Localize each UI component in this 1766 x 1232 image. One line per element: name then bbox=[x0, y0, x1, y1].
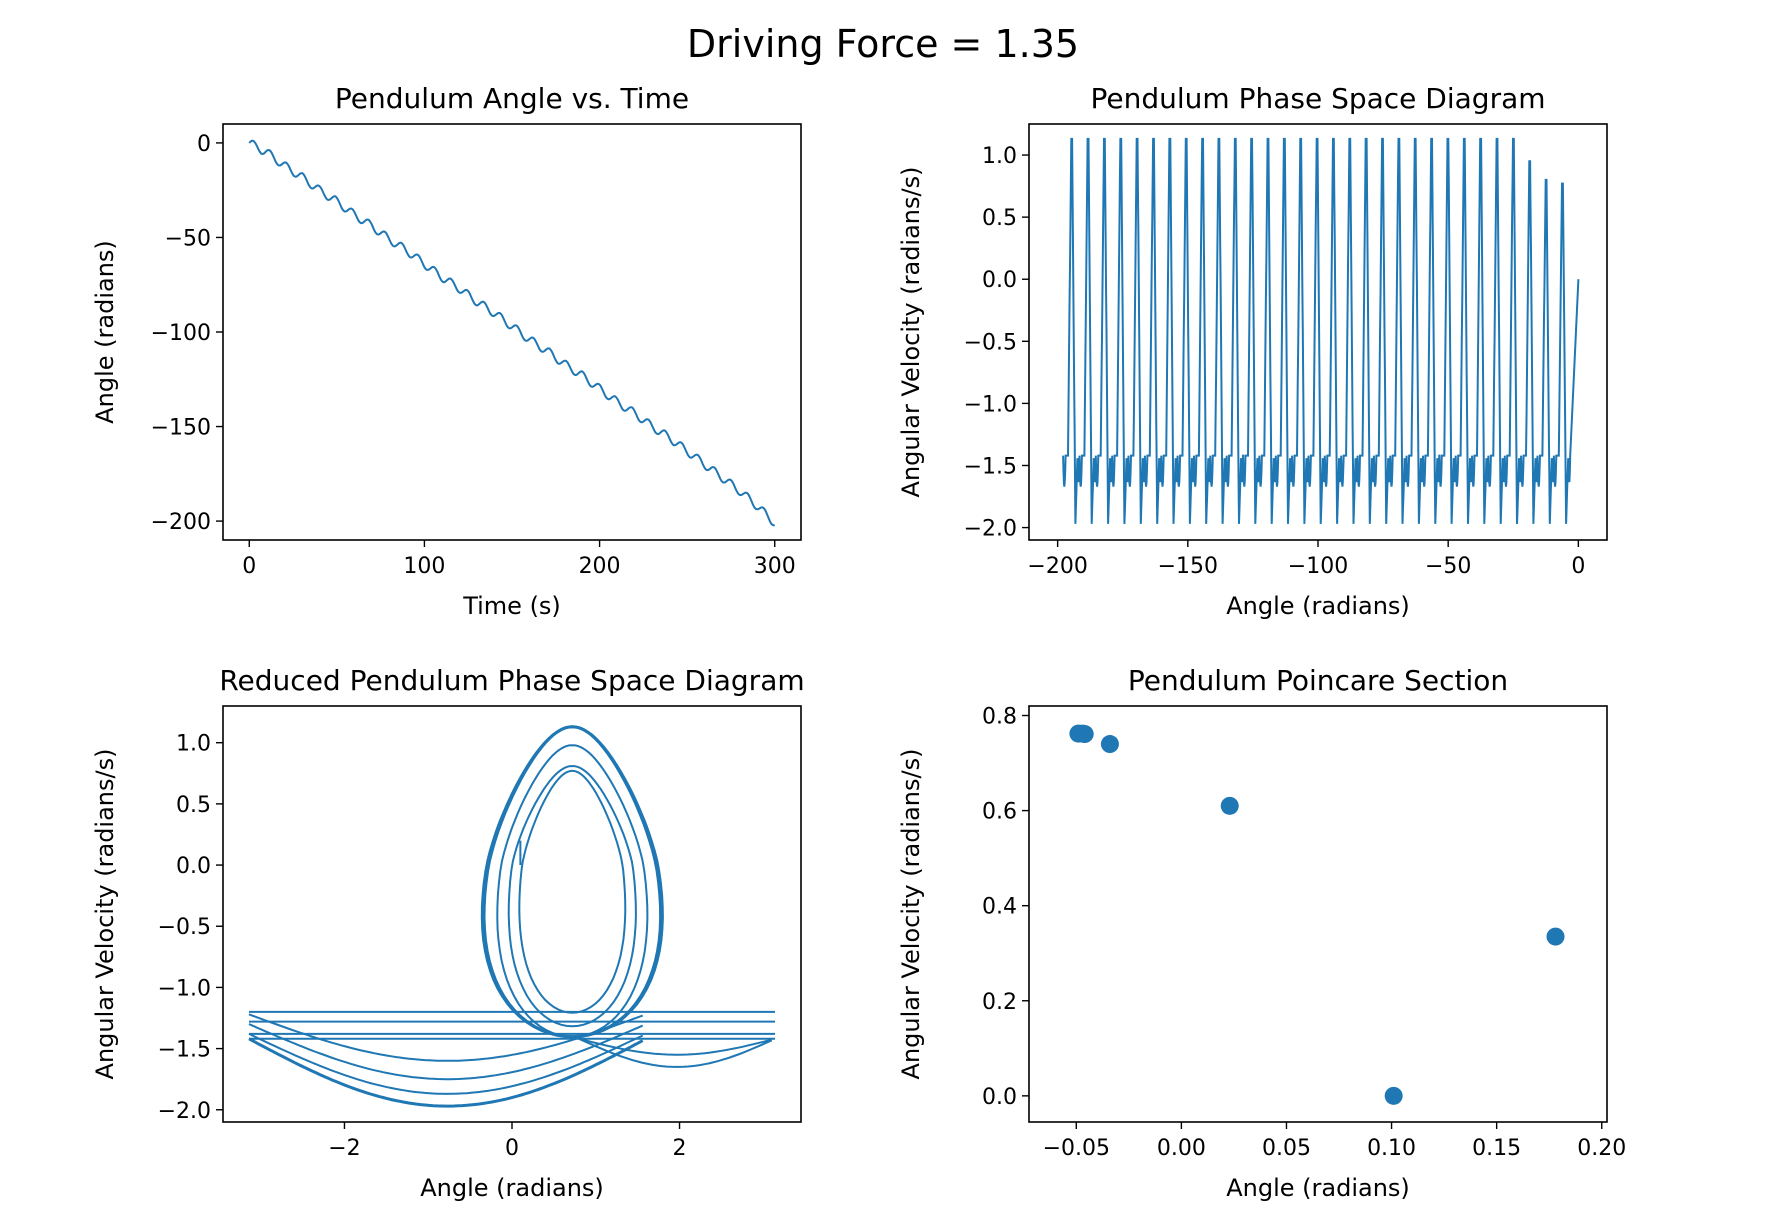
subplot-reduced_phase: Reduced Pendulum Phase Space Diagram −2 0 2… bbox=[91, 664, 805, 1202]
y-tick-label: 0.5 bbox=[176, 793, 211, 818]
y-tick-label: 0 bbox=[197, 132, 211, 157]
y-tick-label: −0.5 bbox=[964, 330, 1017, 355]
poincare-point bbox=[1220, 796, 1239, 815]
series-loop bbox=[507, 765, 637, 1028]
y-tick-label: −150 bbox=[151, 416, 211, 441]
x-tick-label: 0.05 bbox=[1262, 1136, 1311, 1161]
x-axis-label: Angle (radians) bbox=[1226, 592, 1410, 620]
x-axis-label: Angle (radians) bbox=[1226, 1174, 1410, 1202]
y-tick-label: 0.8 bbox=[982, 705, 1017, 730]
x-tick-label: 0 bbox=[505, 1136, 519, 1161]
subplot-title: Pendulum Angle vs. Time bbox=[335, 82, 689, 115]
y-tick-label: 0.0 bbox=[176, 854, 211, 879]
subplot-title: Pendulum Poincare Section bbox=[1128, 664, 1508, 697]
subplot-title: Reduced Pendulum Phase Space Diagram bbox=[219, 664, 804, 697]
subplot-title: Pendulum Phase Space Diagram bbox=[1090, 82, 1545, 115]
y-tick-label: −50 bbox=[165, 226, 211, 251]
figure-suptitle: Driving Force = 1.35 bbox=[687, 22, 1079, 66]
subplot-phase_space: Pendulum Phase Space Diagram −200 −150 −100… bbox=[897, 82, 1608, 620]
series-trough bbox=[578, 1037, 772, 1056]
x-tick-label: −2 bbox=[328, 1136, 360, 1161]
y-tick-label: 0.4 bbox=[982, 895, 1017, 920]
x-tick-label: 0.10 bbox=[1367, 1136, 1416, 1161]
y-tick-label: 0.6 bbox=[982, 800, 1017, 825]
y-tick-label: −0.5 bbox=[158, 915, 211, 940]
series-sweep bbox=[248, 1037, 644, 1108]
poincare-point bbox=[1100, 735, 1119, 754]
x-axis-label: Angle (radians) bbox=[420, 1174, 604, 1202]
y-tick-label: 1.0 bbox=[982, 144, 1017, 169]
series-loop bbox=[480, 725, 664, 1039]
y-axis-label: Angular Velocity (radians/s) bbox=[897, 167, 925, 498]
x-tick-label: 0.20 bbox=[1577, 1136, 1626, 1161]
plot-area bbox=[1069, 724, 1565, 1105]
y-tick-label: 0.5 bbox=[982, 206, 1017, 231]
x-tick-label: −100 bbox=[1288, 554, 1348, 579]
plot-area bbox=[248, 139, 775, 527]
y-tick-label: 1.0 bbox=[176, 732, 211, 757]
y-tick-label: −2.0 bbox=[964, 517, 1017, 542]
series-trough bbox=[578, 1037, 773, 1068]
y-axis-label: Angle (radians) bbox=[91, 240, 119, 424]
y-tick-label: −200 bbox=[151, 510, 211, 535]
x-tick-label: 0 bbox=[242, 554, 256, 579]
y-tick-label: −1.0 bbox=[158, 976, 211, 1001]
series-sweep bbox=[248, 1023, 644, 1081]
x-tick-label: 0.15 bbox=[1472, 1136, 1521, 1161]
y-tick-label: −2.0 bbox=[158, 1099, 211, 1124]
x-tick-label: −150 bbox=[1158, 554, 1218, 579]
x-tick-label: −200 bbox=[1027, 554, 1087, 579]
x-tick-label: 0.00 bbox=[1157, 1136, 1206, 1161]
y-tick-label: −100 bbox=[151, 321, 211, 346]
x-tick-label: 100 bbox=[403, 554, 445, 579]
y-axis-label: Angular Velocity (radians/s) bbox=[897, 749, 925, 1080]
subplot-poincare: Pendulum Poincare Section −0.05 0.00 0.05 0.… bbox=[897, 664, 1626, 1202]
poincare-point bbox=[1075, 725, 1094, 744]
plot-area bbox=[248, 725, 776, 1108]
series-line-phase bbox=[1062, 137, 1580, 524]
poincare-point bbox=[1546, 927, 1565, 946]
subplot-angle_time: Pendulum Angle vs. Time 0 100 200 300 0 −50 −10… bbox=[91, 82, 802, 620]
plot-area bbox=[1062, 137, 1580, 524]
series-line-angle bbox=[248, 139, 775, 527]
x-tick-label: 300 bbox=[754, 554, 796, 579]
y-tick-label: −1.0 bbox=[964, 392, 1017, 417]
series-sweep bbox=[248, 1032, 644, 1095]
x-tick-label: 2 bbox=[673, 1136, 687, 1161]
poincare-point bbox=[1384, 1086, 1403, 1105]
y-tick-label: −1.5 bbox=[964, 454, 1017, 479]
x-axis-label: Time (s) bbox=[462, 592, 561, 620]
y-tick-label: 0.0 bbox=[982, 1085, 1017, 1110]
x-tick-label: 0 bbox=[1571, 554, 1585, 579]
y-axis-label: Angular Velocity (radians/s) bbox=[91, 749, 119, 1080]
y-tick-label: 0.0 bbox=[982, 268, 1017, 293]
x-tick-label: −0.05 bbox=[1043, 1136, 1110, 1161]
axes-frame bbox=[1028, 705, 1608, 1123]
y-tick-label: 0.2 bbox=[982, 990, 1017, 1015]
y-tick-label: −1.5 bbox=[158, 1038, 211, 1063]
x-tick-label: −50 bbox=[1425, 554, 1471, 579]
x-tick-label: 200 bbox=[579, 554, 621, 579]
